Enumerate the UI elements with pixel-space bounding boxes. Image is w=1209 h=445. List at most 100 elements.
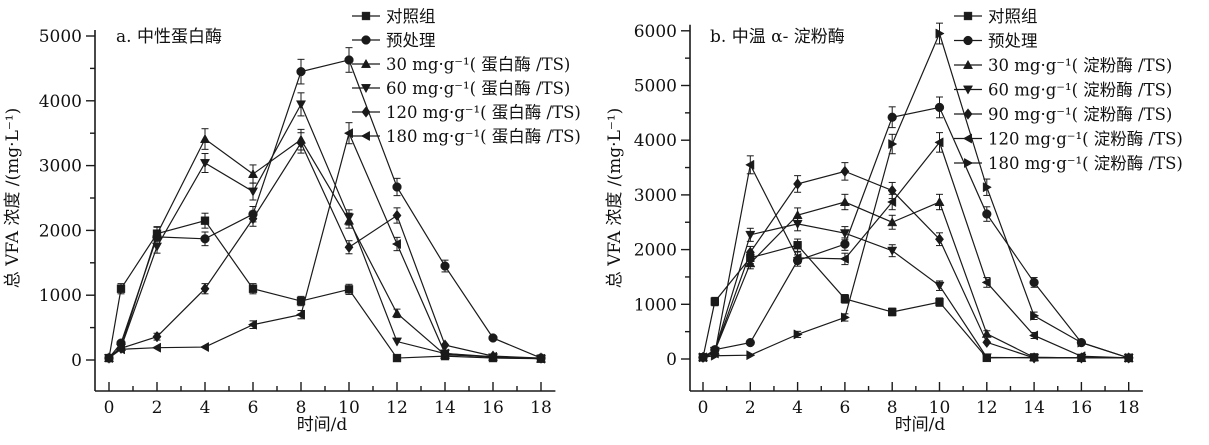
triangle-up-marker: [887, 217, 898, 227]
circle-marker: [1029, 277, 1039, 288]
triangle-up-marker: [391, 308, 403, 318]
triangle-down-marker: [839, 229, 850, 239]
triangle-up-marker: [360, 58, 372, 68]
circle-marker: [963, 35, 973, 46]
x-tick-label: 16: [1071, 398, 1093, 418]
y-axis-label: 总 VFA 浓度 /(mg·L⁻¹): [605, 108, 625, 289]
diamond-marker: [248, 213, 258, 225]
series-line: [702, 141, 1129, 359]
diamond-marker: [200, 283, 210, 295]
circle-marker: [344, 55, 354, 65]
x-tick-label: 12: [386, 398, 408, 418]
x-tick-label: 14: [434, 398, 456, 418]
y-axis-label: 总 VFA 浓度 /(mg·L⁻¹): [3, 108, 23, 289]
triangle-left-marker: [792, 252, 802, 263]
y-tick-label: 6000: [634, 22, 677, 42]
series-1: [698, 238, 1133, 363]
x-tick-label: 2: [152, 398, 163, 418]
series-3: [697, 193, 1134, 362]
triangle-down-marker: [199, 159, 211, 169]
legend-label: 对照组: [988, 7, 1038, 26]
legend-label: 180 mg·g⁻¹( 淀粉酶 /TS): [988, 154, 1183, 173]
diamond-marker: [1029, 352, 1039, 364]
triangle-up-marker: [745, 258, 756, 268]
triangle-right-marker: [1030, 310, 1040, 321]
legend-item: 180 mg·g⁻¹( 蛋白酶 /TS): [352, 127, 581, 146]
legend-item: 预处理: [954, 32, 1038, 51]
legend-item: 对照组: [954, 7, 1038, 26]
square-marker: [888, 307, 897, 317]
panel-title: b. 中温 α- 淀粉酶: [710, 27, 845, 47]
square-marker: [710, 297, 719, 306]
circle-marker: [440, 261, 450, 271]
x-tick-label: 4: [200, 398, 211, 418]
x-tick-label: 18: [530, 398, 552, 418]
chart-panel-b: 0 1000 2000 3000 4000 5000 6000 0 2 4 6 8 10 12 14 16 18…: [605, 7, 1183, 435]
legend-label: 120 mg·g⁻¹( 淀粉酶 /TS): [988, 130, 1183, 149]
triangle-down-marker: [792, 219, 803, 230]
circle-marker: [840, 239, 850, 249]
series-line: [108, 219, 542, 360]
circle-marker: [745, 337, 755, 348]
x-axis-label: 时间/d: [297, 415, 348, 435]
x-tick-label: 12: [976, 398, 998, 418]
triangle-down-marker: [151, 242, 163, 252]
triangle-right-marker: [699, 352, 709, 363]
series-line: [108, 138, 542, 360]
x-tick-label: 18: [1118, 398, 1140, 418]
triangle-right-marker: [793, 329, 803, 340]
triangle-right-marker: [1124, 352, 1134, 363]
triangle-down-marker: [360, 84, 372, 94]
triangle-left-marker: [487, 351, 497, 362]
diamond-marker: [840, 165, 850, 178]
triangle-left-marker: [962, 133, 972, 144]
triangle-up-marker: [934, 196, 945, 206]
triangle-down-marker: [391, 337, 403, 347]
x-tick-label: 4: [792, 398, 803, 418]
triangle-up-marker: [839, 196, 850, 206]
y-tick-label: 4000: [39, 92, 82, 112]
series-3: [103, 128, 547, 363]
diamond-marker: [361, 106, 371, 118]
series-5: [104, 132, 546, 364]
x-axis-label: 时间/d: [895, 415, 946, 435]
square-marker: [392, 353, 402, 363]
triangle-right-marker: [840, 312, 851, 323]
triangle-right-marker: [888, 139, 898, 150]
triangle-left-marker: [295, 309, 305, 320]
circle-marker: [361, 35, 371, 45]
diamond-marker: [982, 336, 992, 349]
triangle-left-marker: [1028, 330, 1039, 341]
square-marker: [963, 11, 973, 21]
legend-item: 120 mg·g⁻¹( 淀粉酶 /TS): [954, 130, 1183, 149]
diamond-marker: [152, 330, 162, 343]
diamond-marker: [392, 209, 402, 222]
triangle-right-marker: [935, 28, 945, 39]
triangle-up-marker: [962, 59, 974, 69]
triangle-up-marker: [151, 229, 163, 239]
triangle-right-marker: [746, 350, 756, 361]
y-tick-label: 2000: [634, 241, 677, 261]
x-tick-label: 14: [1023, 398, 1045, 418]
chart-root: 0 1000 2000 3000 4000 5000 6000 0 2 4 6 8 10 12 14 16 18…: [605, 7, 1183, 435]
circle-marker: [887, 112, 897, 122]
diamond-marker: [963, 108, 973, 120]
square-marker: [935, 297, 944, 307]
y-tick-label: 3000: [39, 157, 82, 177]
diamond-marker: [344, 241, 354, 253]
x-tick-label: 8: [296, 398, 307, 418]
legend-label: 60 mg·g⁻¹( 蛋白酶 /TS): [386, 79, 570, 98]
y-tick-label: 5000: [39, 27, 82, 47]
y-tick-label: 0: [666, 350, 677, 370]
x-tick-label: 10: [929, 398, 951, 418]
legend-item: 对照组: [352, 7, 436, 26]
legend-label: 对照组: [386, 7, 436, 26]
diamond-marker: [793, 178, 803, 190]
x-tick-label: 0: [104, 398, 115, 418]
legend-label: 30 mg·g⁻¹( 蛋白酶 /TS): [386, 55, 570, 74]
legend-label: 90 mg·g⁻¹( 淀粉酶 /TS): [988, 105, 1172, 124]
legend-label: 预处理: [988, 32, 1038, 51]
series-6: [697, 132, 1133, 363]
triangle-down-marker: [745, 230, 756, 240]
